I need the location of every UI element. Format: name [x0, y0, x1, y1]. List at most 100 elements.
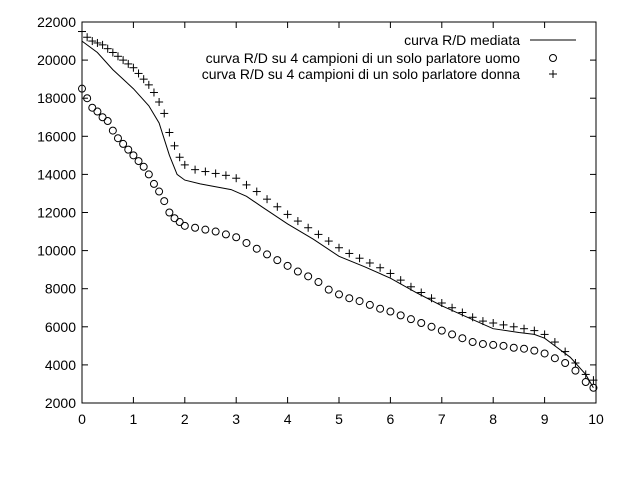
y-tick-label: 18000 [37, 90, 76, 106]
data-point-uomo [561, 358, 570, 367]
data-point-donna [232, 174, 241, 183]
data-point-donna [155, 98, 164, 107]
y-tick-label: 22000 [37, 14, 76, 30]
data-point-uomo [155, 187, 164, 196]
data-point-uomo [550, 354, 559, 363]
data-point-donna [108, 48, 117, 57]
data-point-donna [78, 27, 86, 36]
y-tick-label: 2000 [45, 395, 76, 411]
data-point-uomo [365, 300, 374, 309]
data-point-uomo [396, 311, 405, 320]
legend: curva R/D mediata curva R/D su 4 campioni… [202, 32, 576, 82]
data-point-donna [242, 180, 251, 189]
data-point-uomo [540, 349, 549, 358]
data-point-donna [293, 217, 302, 226]
data-point-uomo [201, 225, 210, 234]
data-point-uomo [386, 307, 395, 316]
x-tick-label: 5 [335, 411, 343, 427]
data-point-uomo [293, 267, 302, 276]
data-point-uomo [88, 103, 97, 112]
data-point-uomo [139, 162, 148, 171]
data-point-donna [314, 230, 323, 239]
data-point-uomo [489, 340, 498, 349]
data-point-uomo [103, 117, 112, 126]
data-point-uomo [589, 383, 598, 392]
y-tick-label: 20000 [37, 52, 76, 68]
data-point-uomo [478, 339, 487, 348]
data-point-uomo [134, 157, 143, 166]
data-point-uomo [108, 126, 117, 135]
series-line-mediata [81, 40, 594, 389]
data-point-uomo [283, 261, 292, 270]
data-point-donna [252, 187, 261, 196]
x-tick-label: 6 [387, 411, 395, 427]
legend-swatch-plus [549, 70, 557, 78]
data-point-uomo [376, 304, 385, 313]
data-point-uomo [129, 151, 138, 160]
data-point-donna [144, 80, 153, 89]
data-point-uomo [468, 338, 477, 347]
data-point-uomo [571, 366, 580, 375]
data-point-uomo [417, 318, 426, 327]
data-point-donna [581, 370, 590, 379]
data-point-uomo [499, 341, 508, 350]
data-point-uomo [232, 233, 241, 242]
data-point-donna [540, 330, 549, 339]
data-point-donna [335, 243, 343, 252]
axis-ticks: 0 1 2 3 4 5 6 7 8 9 10 2000 4000 6000 8000 10000 12000 14… [37, 14, 604, 427]
data-point-uomo [170, 214, 179, 223]
x-tick-label: 3 [232, 411, 240, 427]
data-point-donna [263, 195, 272, 204]
data-point-uomo [180, 221, 189, 230]
legend-label: curva R/D mediata [404, 32, 520, 48]
x-tick-label: 10 [588, 411, 604, 427]
data-point-uomo [98, 113, 107, 122]
data-point-donna [458, 308, 467, 317]
data-point-donna [324, 237, 333, 246]
data-point-uomo [335, 290, 343, 299]
data-point-uomo [509, 343, 518, 352]
data-point-donna [221, 171, 230, 180]
data-point-uomo [144, 170, 153, 179]
y-tick-label: 12000 [37, 205, 76, 221]
data-point-donna [119, 56, 128, 65]
data-point-uomo [78, 84, 86, 93]
x-tick-label: 0 [78, 411, 86, 427]
data-point-uomo [160, 197, 169, 206]
data-point-uomo [530, 346, 539, 355]
data-point-donna [88, 37, 97, 46]
y-tick-label: 16000 [37, 128, 76, 144]
data-point-donna [211, 169, 220, 178]
data-point-donna [160, 109, 169, 118]
data-point-uomo [113, 134, 122, 143]
data-point-uomo [406, 315, 415, 324]
data-point-donna [376, 263, 385, 272]
data-point-donna [191, 165, 200, 174]
data-point-donna [499, 320, 508, 329]
legend-swatch-circle [549, 54, 557, 62]
data-point-uomo [119, 139, 128, 148]
y-tick-label: 8000 [45, 281, 76, 297]
y-tick-label: 6000 [45, 319, 76, 335]
data-point-donna [98, 40, 107, 49]
data-point-donna [406, 282, 415, 291]
y-tick-label: 4000 [45, 357, 76, 373]
data-point-donna [489, 318, 498, 327]
data-point-donna [129, 63, 138, 72]
data-point-uomo [263, 250, 272, 259]
data-point-uomo [458, 334, 467, 343]
x-tick-label: 4 [284, 411, 292, 427]
series-layer [78, 27, 598, 392]
data-point-uomo [211, 227, 220, 236]
x-tick-label: 1 [130, 411, 138, 427]
data-point-donna [170, 141, 179, 150]
data-point-donna [139, 75, 148, 84]
data-point-donna [365, 258, 374, 267]
data-point-uomo [83, 94, 92, 103]
data-point-donna [386, 269, 395, 278]
legend-label: curva R/D su 4 campioni di un solo parla… [206, 50, 521, 66]
data-point-donna [283, 210, 292, 219]
data-point-uomo [324, 285, 333, 294]
data-point-donna [427, 294, 436, 303]
